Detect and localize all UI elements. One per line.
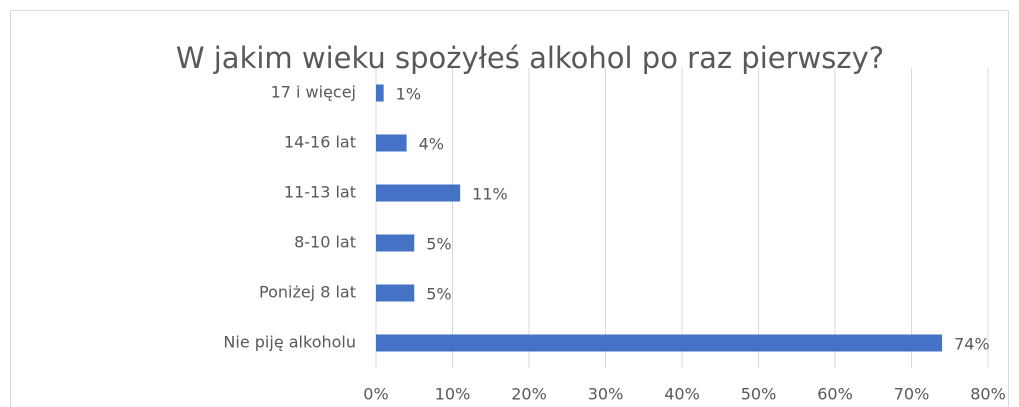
x-tick-label: 40% [664, 385, 700, 404]
bar [376, 134, 407, 152]
data-label: 11% [472, 185, 508, 204]
y-tick-label: 17 i więcej [271, 83, 356, 102]
data-label: 1% [396, 85, 421, 104]
x-tick-label: 80% [970, 385, 1006, 404]
x-tick-label: 20% [511, 385, 547, 404]
data-label: 4% [419, 135, 444, 154]
bar [376, 234, 415, 252]
bar [376, 184, 461, 202]
chart-title: W jakim wieku spożyłeś alkohol po raz pi… [176, 41, 884, 75]
x-tick-label: 60% [817, 385, 853, 404]
y-tick-label: 11-13 lat [284, 183, 356, 202]
bar [376, 284, 415, 302]
y-tick-label: 8-10 lat [294, 233, 356, 252]
x-tick-label: 10% [435, 385, 471, 404]
data-label: 5% [426, 285, 451, 304]
data-label: 74% [954, 335, 990, 354]
data-label: 5% [426, 235, 451, 254]
x-tick-label: 0% [363, 385, 388, 404]
x-tick-label: 30% [588, 385, 624, 404]
y-tick-label: Poniżej 8 lat [259, 283, 356, 302]
bar [376, 84, 384, 102]
bar [376, 334, 943, 352]
y-tick-label: Nie piję alkoholu [223, 333, 356, 352]
y-tick-label: 14-16 lat [284, 133, 356, 152]
x-tick-label: 50% [741, 385, 777, 404]
x-tick-label: 70% [894, 385, 930, 404]
